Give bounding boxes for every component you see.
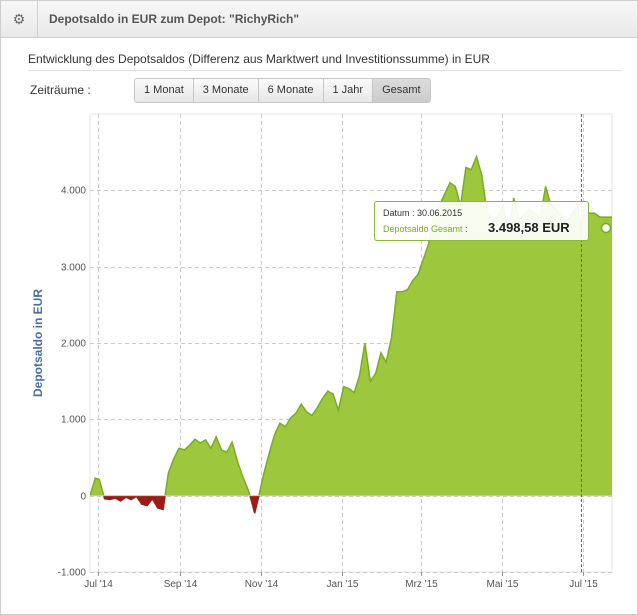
x-tick-label: Mrz '15 [405,579,438,590]
chart-tooltip: Datum : 30.06.2015 Depotsaldo Gesamt : 3… [374,201,589,241]
range-button-3-monate[interactable]: 3 Monate [193,79,259,102]
y-axis-title: Depotsaldo in EUR [31,289,45,397]
range-button-1-jahr[interactable]: 1 Jahr [323,79,374,102]
y-tick-label: 1.000 [61,415,86,426]
panel-title: Depotsaldo in EUR zum Depot: "RichyRich" [49,12,300,26]
hover-point-marker [600,222,612,234]
tooltip-value: 3.498,58 EUR [488,220,570,235]
tooltip-series: Depotsaldo Gesamt : [383,224,468,234]
range-button-gesamt[interactable]: Gesamt [373,79,430,102]
x-tick-label: Nov '14 [245,579,279,590]
x-tick-label: Jul '14 [84,579,113,590]
y-tick-label: 3.000 [61,263,86,274]
y-tick-label: 0 [80,492,86,503]
panel-header: ⚙ Depotsaldo in EUR zum Depot: "RichyRic… [1,1,637,38]
y-tick-label: 4.000 [61,186,86,197]
divider [28,70,622,71]
x-tick-label: Jul '15 [569,579,598,590]
negative-area [90,495,612,514]
range-button-group: 1 Monat 3 Monate 6 Monate 1 Jahr Gesamt [134,78,431,103]
range-button-1-monat[interactable]: 1 Monat [135,79,194,102]
x-tick-label: Sep '14 [164,579,198,590]
tooltip-date: Datum : 30.06.2015 [383,208,463,218]
y-tick-label: 2.000 [61,339,86,350]
x-tick-label: Mai '15 [487,579,519,590]
range-button-6-monate[interactable]: 6 Monate [258,79,324,102]
x-tick-label: Jan '15 [327,579,359,590]
positive-area [90,156,612,496]
range-label: Zeiträume : [30,83,91,97]
chart-subtitle: Entwicklung des Depotsaldos (Differenz a… [28,52,490,66]
gear-icon[interactable]: ⚙ [1,1,38,37]
y-tick-label: -1.000 [58,568,87,579]
